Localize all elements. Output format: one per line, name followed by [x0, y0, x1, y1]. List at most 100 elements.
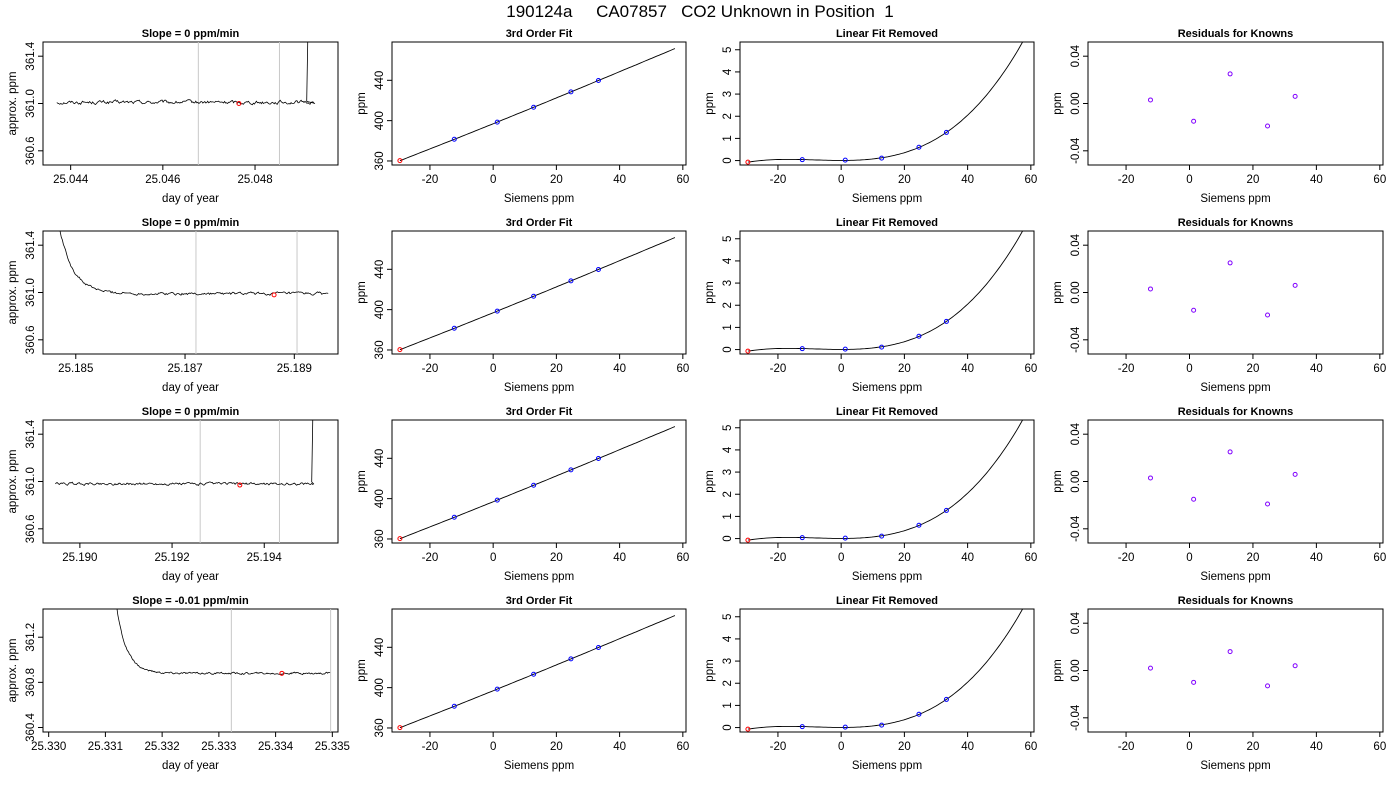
y-tick-label: 0.04 [1070, 422, 1082, 445]
y-tick-label: 400 [374, 489, 386, 508]
y-tick-label: 361.0 [25, 467, 37, 496]
panel-title: Residuals for Knowns [1178, 595, 1294, 607]
panel-title: Linear Fit Removed [836, 28, 938, 40]
x-tick-label: 25.330 [31, 741, 66, 753]
known-point [494, 119, 500, 125]
residual-point [1191, 307, 1197, 313]
residual-point [1227, 649, 1233, 655]
known-point [879, 722, 885, 728]
y-tick-label: 5 [722, 47, 734, 53]
x-tick-label: 20 [898, 741, 911, 753]
plot-frame [739, 230, 1035, 355]
known-point [595, 645, 601, 651]
unknown-point [745, 726, 751, 732]
x-axis-label: Siemens ppm [852, 193, 922, 205]
x-tick-label: 40 [961, 552, 974, 564]
x-tick-label: 0 [490, 552, 496, 564]
x-tick-label: 0 [838, 741, 844, 753]
x-axis-label: Siemens ppm [504, 382, 574, 394]
x-axis-label: Siemens ppm [1200, 760, 1270, 772]
figure-title: 190124a CA07857 CO2 Unknown in Position … [506, 2, 894, 21]
plot-frame [739, 41, 1035, 166]
x-tick-label: -20 [422, 552, 439, 564]
y-axis-label: ppm [356, 281, 368, 303]
unknown-point [237, 482, 243, 488]
fit-curve [399, 48, 676, 162]
plot-area [116, 609, 332, 732]
x-tick-label: 20 [898, 363, 911, 375]
known-point [451, 325, 457, 331]
y-tick-label: 1 [722, 513, 734, 519]
y-axis-label: approx. ppm [7, 639, 19, 703]
known-point [494, 497, 500, 503]
y-tick-label: 4 [722, 446, 734, 453]
unknown-point [397, 536, 403, 542]
x-tick-label: 40 [961, 363, 974, 375]
y-axis-label: ppm [704, 92, 716, 114]
known-point [943, 129, 949, 135]
known-point [879, 155, 885, 161]
y-tick-label: 360.4 [25, 712, 37, 741]
known-point [494, 686, 500, 692]
residual-point [1265, 501, 1271, 507]
y-tick-label: 400 [374, 111, 386, 130]
y-tick-label: 3 [722, 91, 734, 97]
x-tick-label: 60 [1024, 174, 1037, 186]
x-tick-label: 20 [1247, 363, 1260, 375]
trace-line [55, 420, 315, 487]
panel-title: Slope = 0 ppm/min [142, 406, 240, 418]
plot-area [745, 609, 1024, 732]
fit-panel-row-3: 3rd Order Fit -20 0 20 40 60 360 400 440 Siemens … [356, 406, 689, 583]
panel-title: 3rd Order Fit [506, 28, 573, 40]
x-tick-label: 40 [961, 174, 974, 186]
y-axis-label: ppm [704, 659, 716, 681]
panel-title: Slope = 0 ppm/min [142, 28, 240, 40]
known-point [879, 533, 885, 539]
y-tick-label: 360.6 [25, 514, 37, 543]
x-tick-label: 40 [1310, 741, 1323, 753]
plot-frame [739, 419, 1035, 544]
plot-frame [391, 230, 687, 355]
known-point [531, 482, 537, 488]
x-tick-label: 20 [550, 552, 563, 564]
known-point [531, 104, 537, 110]
y-tick-label: 4 [722, 635, 734, 642]
y-axis-label: ppm [1052, 470, 1064, 492]
x-axis-label: day of year [162, 193, 219, 205]
x-tick-label: -20 [770, 174, 787, 186]
plot-frame [1087, 230, 1384, 355]
plot-frame [391, 41, 687, 166]
y-axis-label: ppm [356, 659, 368, 681]
x-tick-label: 25.046 [145, 174, 180, 186]
x-axis-label: Siemens ppm [504, 571, 574, 583]
y-tick-label: 5 [722, 614, 734, 620]
x-tick-label: 60 [1373, 174, 1386, 186]
y-axis-label: ppm [356, 470, 368, 492]
y-tick-label: 360 [374, 151, 386, 170]
panel-title: 3rd Order Fit [506, 217, 573, 229]
x-tick-label: 40 [961, 741, 974, 753]
y-tick-label: 3 [722, 280, 734, 286]
x-tick-label: 0 [1186, 552, 1192, 564]
x-tick-label: 20 [898, 552, 911, 564]
residual-point [1292, 93, 1298, 99]
y-tick-label: 361.2 [25, 623, 37, 652]
plot-frame [42, 419, 339, 544]
x-tick-label: -20 [770, 552, 787, 564]
fit-curve [747, 420, 1024, 541]
y-tick-label: 0.00 [1070, 281, 1082, 303]
plot-area [56, 42, 316, 165]
panel-title: Linear Fit Removed [836, 217, 938, 229]
timeseries-panel-row-4: Slope = -0.01 ppm/min 25.330 25.331 25.332 2… [7, 595, 350, 772]
residual-point [1265, 123, 1271, 129]
plot-frame [1087, 41, 1384, 166]
y-tick-label: 0.04 [1070, 611, 1082, 634]
y-axis-label: ppm [704, 470, 716, 492]
y-tick-label: 3 [722, 469, 734, 475]
fit-curve [747, 231, 1024, 352]
y-axis-label: ppm [704, 281, 716, 303]
residual-point [1147, 665, 1153, 671]
trace-line [116, 609, 331, 676]
known-point [916, 711, 922, 717]
trace-line [59, 231, 329, 296]
